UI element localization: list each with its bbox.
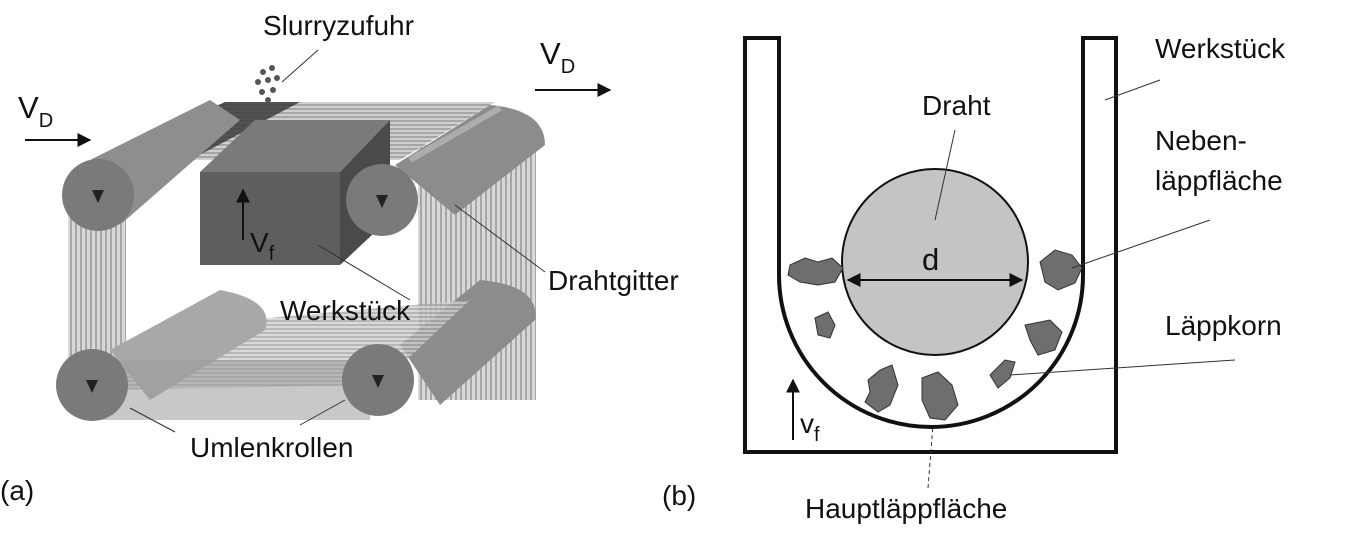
roller-bottom-right	[342, 344, 414, 416]
roller-bottom-left	[56, 349, 370, 421]
leader-wire	[934, 129, 956, 221]
main-face-label: Hauptläppfläche	[805, 493, 1007, 524]
leader-rollers-left	[129, 407, 176, 433]
svg-text:vf: vf	[800, 408, 820, 446]
leader-slurry	[281, 49, 319, 83]
roller-top-back-right	[395, 105, 545, 215]
rollers-label: Umlenkrollen	[190, 432, 353, 463]
leader-workpiece-a	[317, 244, 411, 301]
side-face-label-line1: Neben-	[1155, 125, 1247, 156]
wire-grid-label: Drahtgitter	[548, 265, 679, 296]
leader-wire-grid	[454, 204, 546, 273]
leader-main-face	[927, 424, 934, 489]
workpiece-label-b: Werkstück	[1155, 33, 1286, 64]
lapping-grains	[787, 249, 1083, 421]
diameter-label: d	[922, 242, 939, 277]
slurry-drops	[255, 65, 280, 103]
roller-top-right	[346, 164, 418, 236]
roller-top-left	[62, 100, 240, 231]
workpiece-label-a: Werkstück	[280, 295, 411, 326]
grain-label: Läppkorn	[1165, 310, 1282, 341]
roller-bottom-back-right	[400, 280, 536, 405]
leader-rollers-right	[299, 399, 346, 426]
leader-side-face	[1071, 219, 1211, 269]
feed-arrow-b: vf	[786, 378, 820, 446]
vd-arrow-left: VD	[18, 90, 92, 147]
wire-circle	[841, 168, 1029, 356]
panel-a-label: (a)	[0, 475, 34, 506]
panel-a: Vf	[0, 10, 679, 506]
vd-arrow-right: VD	[535, 36, 612, 97]
slurry-label: Slurryzufuhr	[263, 10, 414, 41]
leader-grain	[1009, 359, 1236, 376]
kerf-outline	[743, 36, 1118, 454]
svg-text:VD: VD	[540, 36, 575, 78]
panel-b-label: (b)	[662, 480, 696, 511]
panel-b: d vf Werkstück Draht Neben- läppfläche L…	[662, 33, 1286, 524]
svg-text:VD: VD	[18, 90, 53, 132]
leader-workpiece-b	[1104, 79, 1161, 101]
vf-label-a: Vf	[250, 227, 275, 265]
side-face-label-line2: läppfläche	[1155, 165, 1283, 196]
wire-label: Draht	[922, 90, 991, 121]
